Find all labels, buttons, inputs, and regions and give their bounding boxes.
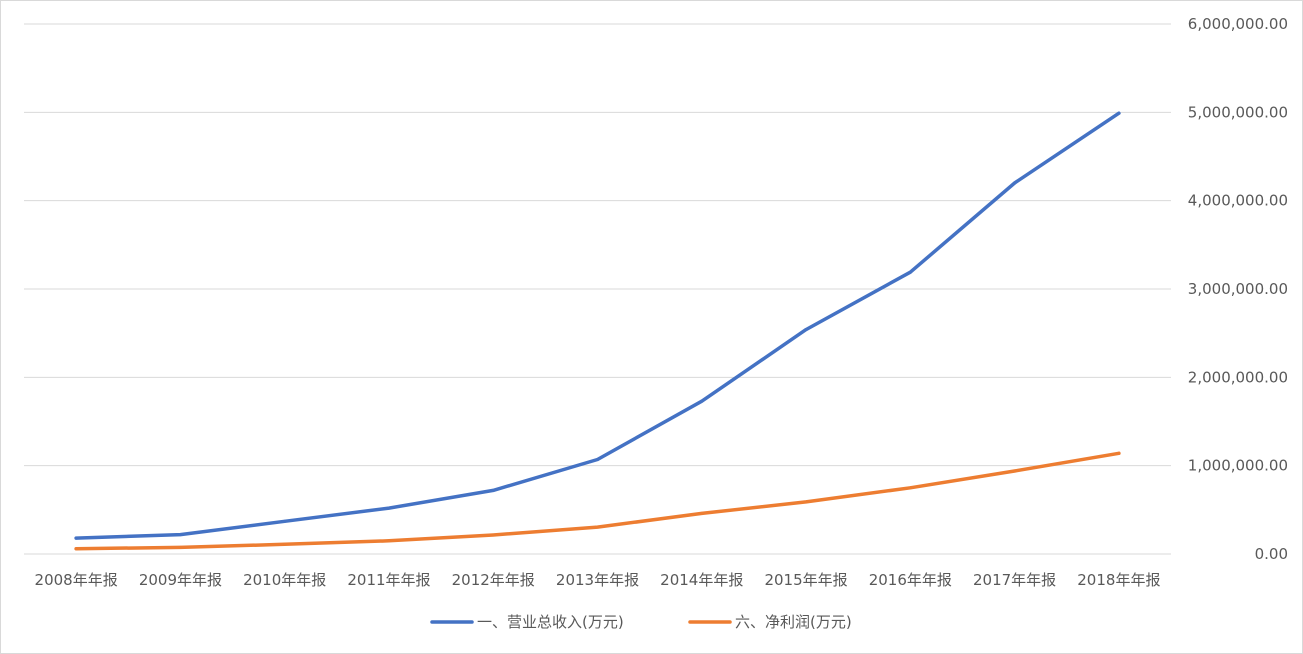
- data-point: [74, 547, 78, 551]
- data-point: [908, 486, 912, 490]
- data-point: [283, 542, 287, 546]
- y-tick-label: 1,000,000.00: [1188, 457, 1288, 475]
- data-point: [804, 328, 808, 332]
- data-point: [1117, 111, 1121, 115]
- x-tick-label: 2018年年报: [1077, 571, 1160, 589]
- y-tick-label: 3,000,000.00: [1188, 280, 1288, 298]
- data-point: [491, 488, 495, 492]
- data-point: [1013, 181, 1017, 185]
- data-point: [387, 539, 391, 543]
- series-line-1: [74, 451, 1121, 551]
- x-tick-label: 2015年年报: [764, 571, 847, 589]
- y-tick-label: 4,000,000.00: [1188, 192, 1288, 210]
- y-tick-label: 5,000,000.00: [1188, 103, 1288, 121]
- gridlines: [24, 23, 1171, 555]
- x-tick-label: 2014年年报: [660, 571, 743, 589]
- data-point: [596, 525, 599, 529]
- data-point: [491, 533, 495, 537]
- y-tick-label: 0.00: [1255, 545, 1288, 563]
- data-point: [74, 536, 78, 540]
- data-point: [596, 457, 599, 461]
- y-tick-label: 6,000,000.00: [1188, 15, 1288, 33]
- series-line-0: [74, 111, 1121, 540]
- data-point: [804, 500, 808, 504]
- legend-label: 六、净利润(万元): [735, 613, 852, 631]
- series-lines: [74, 111, 1121, 551]
- data-point: [178, 545, 182, 549]
- y-axis-ticks: 0.00 1,000,000.00 2,000,000.00 3,000,000.00…: [1188, 15, 1288, 563]
- x-tick-label: 2017年年报: [973, 571, 1056, 589]
- data-point: [178, 533, 182, 537]
- data-point: [1013, 469, 1017, 473]
- x-axis-ticks: 2008年年报 2009年年报 2010年年报 2011年年报 2012年年报 2013年…: [35, 571, 1161, 589]
- legend: 一、营业总收入(万元) 六、净利润(万元): [430, 613, 852, 631]
- data-point: [700, 399, 704, 403]
- x-tick-label: 2013年年报: [556, 571, 639, 589]
- x-tick-label: 2010年年报: [243, 571, 326, 589]
- y-tick-label: 2,000,000.00: [1188, 368, 1288, 386]
- x-tick-label: 2011年年报: [347, 571, 430, 589]
- data-point: [908, 270, 912, 274]
- data-point: [387, 506, 391, 510]
- x-tick-label: 2008年年报: [35, 571, 118, 589]
- x-tick-label: 2012年年报: [452, 571, 535, 589]
- legend-label: 一、营业总收入(万元): [477, 613, 624, 631]
- x-tick-label: 2009年年报: [139, 571, 222, 589]
- data-point: [283, 519, 287, 523]
- data-point: [700, 511, 704, 515]
- data-point: [1117, 451, 1121, 455]
- x-tick-label: 2016年年报: [869, 571, 952, 589]
